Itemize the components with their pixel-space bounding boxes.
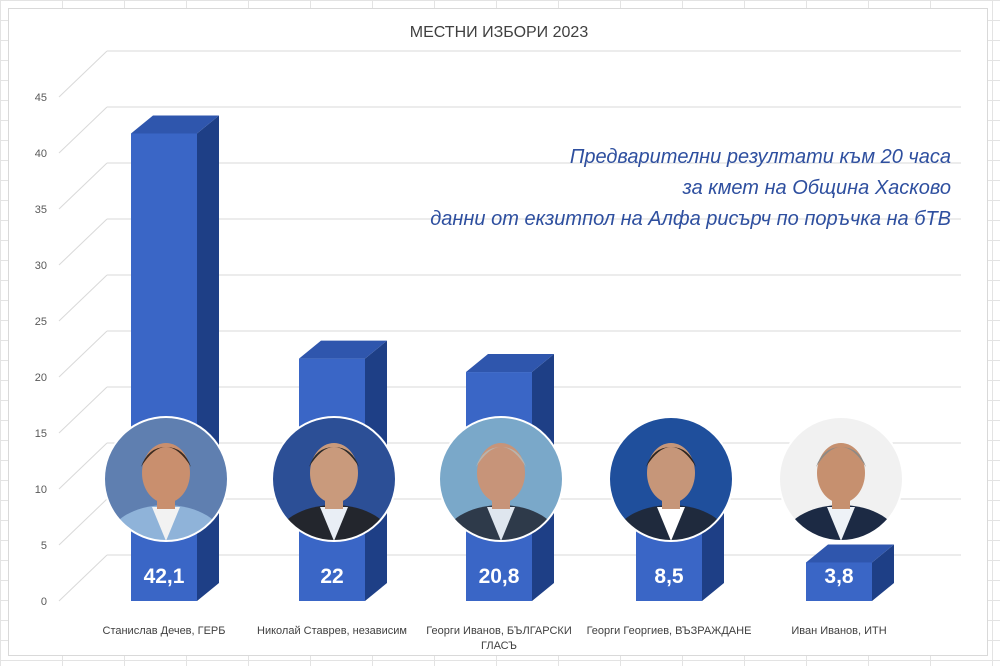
y-tick-label: 0 bbox=[41, 596, 47, 608]
gridline-depth bbox=[58, 554, 108, 602]
portrait-hair bbox=[816, 447, 866, 467]
gridline-depth bbox=[58, 218, 108, 266]
portrait-face bbox=[142, 443, 190, 503]
value-label: 22 bbox=[320, 565, 343, 588]
chart-area[interactable]: 0 5 10 15 20 25 30 35 40 45 42,1 Станислав Дечев, Г… bbox=[8, 8, 988, 656]
value-label: 20,8 bbox=[479, 565, 520, 588]
gridline-depth bbox=[58, 442, 108, 490]
candidate-photos bbox=[103, 416, 904, 542]
gridline-depth bbox=[58, 386, 108, 434]
annotation: Предварителни резултати към 20 часа за км… bbox=[430, 146, 951, 230]
portrait-shoulders bbox=[783, 505, 899, 541]
bar-top bbox=[299, 340, 387, 359]
gridline-depth bbox=[58, 106, 108, 154]
portrait-shoulders bbox=[613, 505, 729, 541]
value-label: 3,8 bbox=[824, 565, 854, 588]
category-label: Станислав Дечев, ГЕРБ bbox=[103, 625, 226, 637]
category-label: Георги Иванов, БЪЛГАРСКИ bbox=[426, 625, 572, 637]
y-tick-label: 20 bbox=[35, 372, 47, 384]
bar-top bbox=[131, 115, 219, 134]
y-tick-label: 10 bbox=[35, 484, 47, 496]
photo-border bbox=[438, 416, 564, 542]
value-label: 8,5 bbox=[654, 565, 684, 588]
portrait-nikolay-stavrev bbox=[271, 416, 397, 542]
photo-border bbox=[271, 416, 397, 542]
bar-top bbox=[466, 354, 554, 373]
portrait-georgi-ivanov bbox=[438, 416, 564, 542]
portrait-collar bbox=[320, 507, 348, 541]
portrait-stanislav-dechev bbox=[103, 416, 229, 542]
y-tick-label: 45 bbox=[35, 92, 47, 104]
category-label: Иван Иванов, ИТН bbox=[791, 625, 886, 637]
y-tick-label: 15 bbox=[35, 428, 47, 440]
category-label: ГЛАСЪ bbox=[481, 640, 517, 652]
labels: 0 5 10 15 20 25 30 35 40 45 42,1 Станислав Дечев, Г… bbox=[35, 92, 887, 652]
photo-border bbox=[608, 416, 734, 542]
portrait-ivan-ivanov bbox=[778, 416, 904, 542]
bar-chart: 0 5 10 15 20 25 30 35 40 45 42,1 Станислав Дечев, Г… bbox=[35, 24, 961, 652]
y-tick-label: 30 bbox=[35, 260, 47, 272]
portrait-hair bbox=[309, 447, 359, 467]
y-tick-label: 35 bbox=[35, 204, 47, 216]
portrait-shoulders bbox=[443, 505, 559, 541]
y-tick-label: 40 bbox=[35, 148, 47, 160]
gridline-depth bbox=[58, 498, 108, 546]
photo-border bbox=[103, 416, 229, 542]
photo-border bbox=[778, 416, 904, 542]
bar-top bbox=[806, 544, 894, 563]
category-label: Николай Ставрев, независим bbox=[257, 625, 407, 637]
portrait-face bbox=[817, 443, 865, 503]
gridline-depth bbox=[58, 50, 108, 98]
portrait-collar bbox=[827, 507, 855, 541]
annotation-line: за кмет на Община Хасково bbox=[682, 177, 952, 199]
bar-side bbox=[872, 544, 894, 601]
portrait-face bbox=[647, 443, 695, 503]
category-label: Георги Георгиев, ВЪЗРАЖДАНЕ bbox=[587, 625, 752, 637]
portrait-collar bbox=[487, 507, 515, 541]
gridline-depth bbox=[58, 274, 108, 322]
annotation-line: данни от екзитпол на Алфа рисърч по поръ… bbox=[430, 208, 951, 230]
portrait-shoulders bbox=[276, 505, 392, 541]
bar bbox=[806, 562, 872, 601]
annotation-line: Предварителни резултати към 20 часа bbox=[570, 146, 951, 168]
portrait-hair bbox=[141, 447, 191, 467]
portrait-collar bbox=[657, 507, 685, 541]
portrait-collar bbox=[152, 507, 180, 541]
y-tick-label: 25 bbox=[35, 316, 47, 328]
gridline-depth bbox=[58, 330, 108, 378]
portrait-face bbox=[310, 443, 358, 503]
gridline-depth bbox=[58, 162, 108, 210]
portrait-hair bbox=[476, 447, 526, 467]
chart-title: МЕСТНИ ИЗБОРИ 2023 bbox=[410, 24, 589, 41]
y-tick-label: 5 bbox=[41, 540, 47, 552]
portrait-face bbox=[477, 443, 525, 503]
portrait-shoulders bbox=[108, 505, 224, 541]
portrait-georgi-georgiev bbox=[608, 416, 734, 542]
value-label: 42,1 bbox=[144, 565, 185, 588]
portrait-hair bbox=[646, 447, 696, 467]
